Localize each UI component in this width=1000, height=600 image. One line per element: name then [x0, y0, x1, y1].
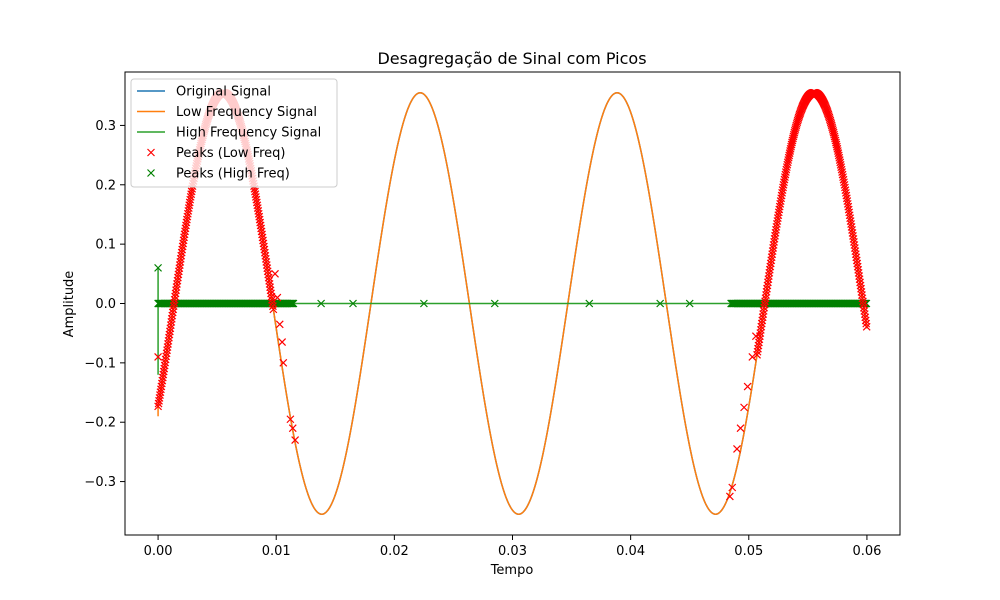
series-layer: [154, 88, 871, 515]
x-tick-label: 0.02: [380, 544, 409, 559]
peaks-high-freq-markers: [154, 263, 871, 308]
y-tick-label: 0.1: [95, 238, 116, 253]
legend-entry: High Frequency Signal: [137, 126, 321, 141]
x-tick-label: 0.04: [616, 544, 645, 559]
legend-label: High Frequency Signal: [176, 126, 321, 141]
y-tick-label: −0.1: [84, 356, 116, 371]
legend-box: [130, 78, 338, 188]
y-tick-label: 0.2: [95, 178, 116, 193]
series-high-frequency-signal-line: [157, 267, 867, 375]
series-low-frequency-signal-line: [157, 92, 868, 515]
legend-entry: Peaks (Low Freq): [147, 146, 286, 161]
legend-entry: Original Signal: [137, 85, 271, 100]
x-tick-label: 0.00: [144, 544, 173, 559]
x-tick-label: 0.05: [734, 544, 763, 559]
legend-label: Low Frequency Signal: [176, 105, 317, 120]
x-tick-label: 0.06: [852, 544, 881, 559]
y-axis-label: Amplitude: [62, 271, 77, 338]
x-tick-label: 0.03: [498, 544, 527, 559]
legend-label: Original Signal: [176, 85, 271, 100]
y-tick-label: −0.3: [84, 475, 116, 490]
x-axis-label: Tempo: [490, 563, 534, 578]
x-axis: 0.00 0.01 0.02 0.03 0.04 0.05 0.06: [144, 535, 881, 559]
y-tick-label: 0.0: [95, 297, 116, 312]
legend-label: Peaks (Low Freq): [176, 146, 286, 161]
legend-entry: Low Frequency Signal: [137, 105, 317, 120]
chart-title: Desagregação de Sinal com Picos: [377, 49, 646, 68]
legend-entry: Peaks (High Freq): [147, 167, 290, 182]
legend: Original Signal Low Frequency Signal High …: [130, 78, 338, 188]
x-tick-label: 0.01: [262, 544, 291, 559]
y-tick-label: −0.2: [84, 416, 116, 431]
y-tick-label: 0.3: [95, 119, 116, 134]
legend-label: Peaks (High Freq): [176, 167, 290, 182]
y-axis: −0.3 −0.2 −0.1 0.0 0.1 0.2 0.3: [84, 119, 125, 490]
